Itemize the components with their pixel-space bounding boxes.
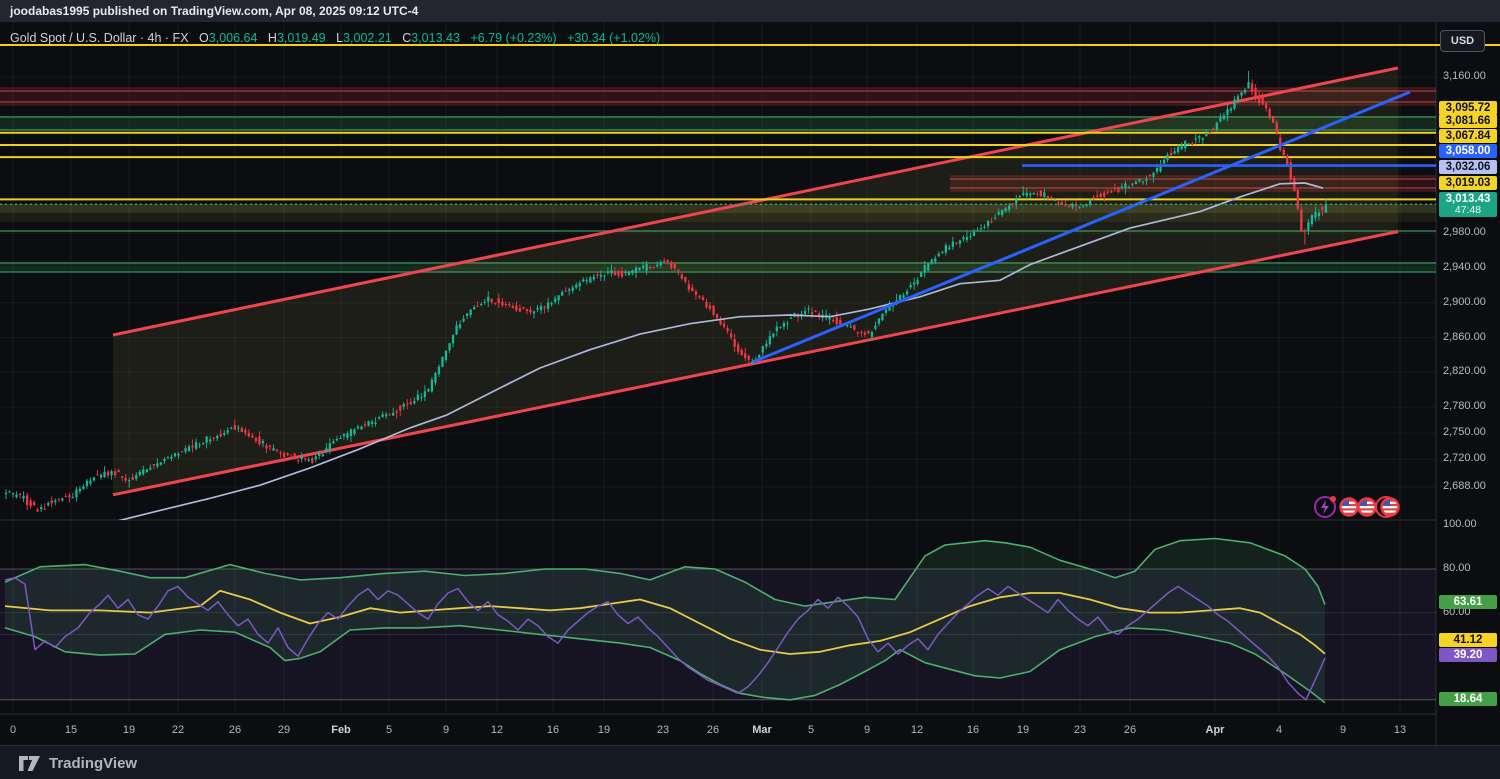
rsi-value-badge: 39.20 xyxy=(1439,648,1497,662)
tradingview-logo[interactable] xyxy=(18,754,41,773)
rsi-tick: 60.00 xyxy=(1443,606,1471,618)
symbol-title[interactable]: Gold Spot / U.S. Dollar · 4h · FX xyxy=(10,31,189,45)
published-watermark-bar: joodabas1995 published on TradingView.co… xyxy=(0,0,1500,22)
price-tick: 2,750.00 xyxy=(1443,426,1486,438)
time-tick: 23 xyxy=(656,724,670,736)
rsi-line xyxy=(4,576,1326,701)
time-tick: 16 xyxy=(966,724,980,736)
time-tick: 16 xyxy=(546,724,560,736)
time-tick: 9 xyxy=(863,724,871,736)
footer-bar: TradingView xyxy=(0,745,1500,779)
rsi-value-badge: 41.12 xyxy=(1439,633,1497,647)
time-axis[interactable]: 0 15 19 22 26 29 Feb 5 9 12 16 19 23 26 Mar 5 9 12 16 19 23 2… xyxy=(0,714,1436,744)
rsi-tick: 80.00 xyxy=(1443,562,1471,574)
trend-channel-fill xyxy=(113,68,1398,495)
rsi-tick: 100.00 xyxy=(1443,518,1477,530)
time-tick: 12 xyxy=(490,724,504,736)
close-value: 3,013.43 xyxy=(411,31,460,45)
time-tick: 15 xyxy=(64,724,78,736)
price-tick: 2,940.00 xyxy=(1443,261,1486,273)
time-tick: Mar xyxy=(752,724,772,736)
rsi-value-badge: 18.64 xyxy=(1439,692,1497,706)
rsi-bollinger-upper-line xyxy=(4,537,1326,607)
time-tick: 19 xyxy=(1016,724,1030,736)
close-label: C xyxy=(402,31,412,45)
time-tick: 9 xyxy=(1339,724,1347,736)
price-tick: 2,900.00 xyxy=(1443,296,1486,308)
open-label: O xyxy=(199,31,209,45)
price-tick: 2,688.00 xyxy=(1443,480,1486,492)
rsi-bollinger-fill xyxy=(5,538,1325,703)
symbol-legend[interactable]: Gold Spot / U.S. Dollar · 4h · FX O3,006… xyxy=(10,31,660,45)
blue-trendline[interactable] xyxy=(752,90,1411,364)
time-tick: Apr xyxy=(1205,724,1225,736)
rsi-ma-line xyxy=(4,589,1326,655)
price-tick: 3,160.00 xyxy=(1443,70,1486,82)
time-tick: 19 xyxy=(597,724,611,736)
time-tick: 26 xyxy=(228,724,242,736)
rsi-value-badge: 63.61 xyxy=(1439,595,1497,609)
rsi-pane[interactable] xyxy=(0,537,1436,704)
current-price-badge: 3,013.43 47:48 xyxy=(1439,192,1497,217)
time-tick: 9 xyxy=(442,724,450,736)
cumulative-change-value: +30.34 (+1.02%) xyxy=(567,31,661,45)
high-value: 3,019.49 xyxy=(276,31,326,45)
time-tick: 4 xyxy=(1275,724,1283,736)
low-label: L xyxy=(336,31,344,45)
price-level-badge: 3,095.72 xyxy=(1439,101,1497,115)
change-value: +6.79 (+0.23%) xyxy=(470,31,557,45)
time-tick: 22 xyxy=(171,724,185,736)
open-value: 3,006.64 xyxy=(208,31,258,45)
high-label: H xyxy=(267,31,277,45)
price-tick: 2,980.00 xyxy=(1443,226,1486,238)
tradingview-wordmark[interactable]: TradingView xyxy=(49,754,138,772)
time-tick: 29 xyxy=(277,724,291,736)
price-level-badge: 3,067.84 xyxy=(1439,129,1497,143)
published-text: joodabas1995 published on TradingView.co… xyxy=(10,4,419,18)
time-tick: 5 xyxy=(385,724,393,736)
time-tick: 23 xyxy=(1073,724,1087,736)
candlestick-series xyxy=(4,70,1328,513)
event-marker-icons[interactable] xyxy=(1314,496,1400,518)
ideas-flash-icon[interactable] xyxy=(1314,496,1336,518)
price-level-badge: 3,032.06 xyxy=(1439,160,1497,174)
price-tick: 2,860.00 xyxy=(1443,331,1486,343)
price-axis[interactable]: 3,160.00 2,980.00 2,940.00 2,900.00 2,860.00… xyxy=(1437,22,1500,712)
price-tick: 2,780.00 xyxy=(1443,400,1486,412)
time-tick: 26 xyxy=(1123,724,1137,736)
time-tick: 19 xyxy=(122,724,136,736)
price-level-badge: 3,019.03 xyxy=(1439,176,1497,190)
time-tick: Feb xyxy=(331,724,351,736)
time-tick: 13 xyxy=(1393,724,1407,736)
price-level-badge: 3,058.00 xyxy=(1439,144,1497,158)
price-pane[interactable] xyxy=(0,44,1436,521)
currency-usd-button[interactable]: USD xyxy=(1440,30,1485,52)
time-tick: 12 xyxy=(910,724,924,736)
economic-event-us-flag-icon[interactable] xyxy=(1339,497,1359,517)
price-tick: 2,820.00 xyxy=(1443,365,1486,377)
time-tick: 0 xyxy=(9,724,17,736)
economic-event-us-flag-icon[interactable] xyxy=(1375,496,1400,518)
price-tick: 2,720.00 xyxy=(1443,452,1486,464)
time-tick: 5 xyxy=(807,724,815,736)
bar-countdown: 47:48 xyxy=(1454,204,1482,216)
time-tick: 26 xyxy=(706,724,720,736)
moving-average-line xyxy=(118,182,1324,520)
low-value: 3,002.21 xyxy=(343,31,392,45)
rsi-bollinger-lower-line xyxy=(4,624,1326,704)
channel-upper-trendline[interactable] xyxy=(112,66,1399,337)
economic-event-us-flag-icon[interactable] xyxy=(1357,497,1377,517)
price-level-badge: 3,081.66 xyxy=(1439,114,1497,128)
